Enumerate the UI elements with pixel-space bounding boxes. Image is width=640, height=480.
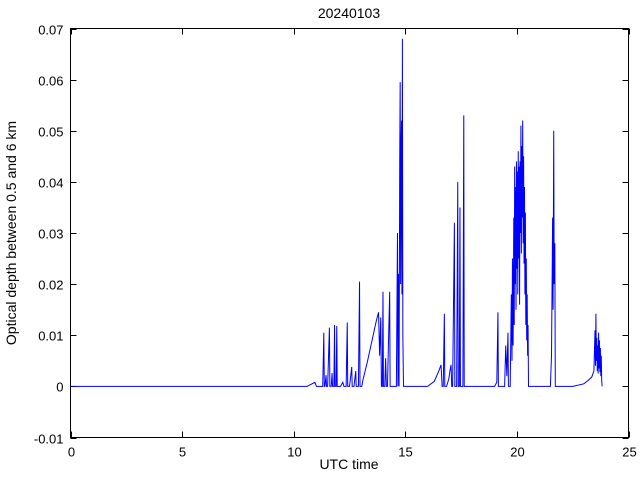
y-axis-label: Optical depth between 0.5 and 6 km bbox=[3, 121, 19, 345]
y-tick-label: 0.05 bbox=[38, 125, 63, 140]
x-tick-label: 0 bbox=[68, 445, 75, 460]
x-tick-label: 10 bbox=[287, 445, 301, 460]
x-tick-label: 15 bbox=[398, 445, 412, 460]
y-tick-label: 0.03 bbox=[38, 227, 63, 242]
y-tick-label: 0.04 bbox=[38, 176, 63, 191]
y-tick-label: 0.02 bbox=[38, 278, 63, 293]
x-tick-label: 5 bbox=[179, 445, 186, 460]
y-tick-label: 0.07 bbox=[38, 23, 63, 38]
x-axis-tick-labels: 0 5 10 15 20 25 bbox=[68, 445, 637, 460]
y-tick-label: 0.06 bbox=[38, 74, 63, 89]
x-tick-label: 20 bbox=[510, 445, 524, 460]
data-series-optical-depth bbox=[70, 38, 603, 387]
y-tick-label: -0.01 bbox=[34, 432, 64, 447]
page-title: 20240103 bbox=[318, 5, 381, 21]
y-tick-label: 0.01 bbox=[38, 329, 63, 344]
y-axis-ticks bbox=[70, 29, 629, 439]
y-tick-label: 0 bbox=[56, 380, 63, 395]
x-axis-label: UTC time bbox=[319, 456, 378, 472]
axes-box bbox=[70, 28, 629, 438]
x-tick-label: 25 bbox=[622, 445, 636, 460]
y-axis-tick-labels: -0.01 0 0.01 0.02 0.03 0.04 0.05 0.06 0.07 bbox=[34, 23, 64, 447]
